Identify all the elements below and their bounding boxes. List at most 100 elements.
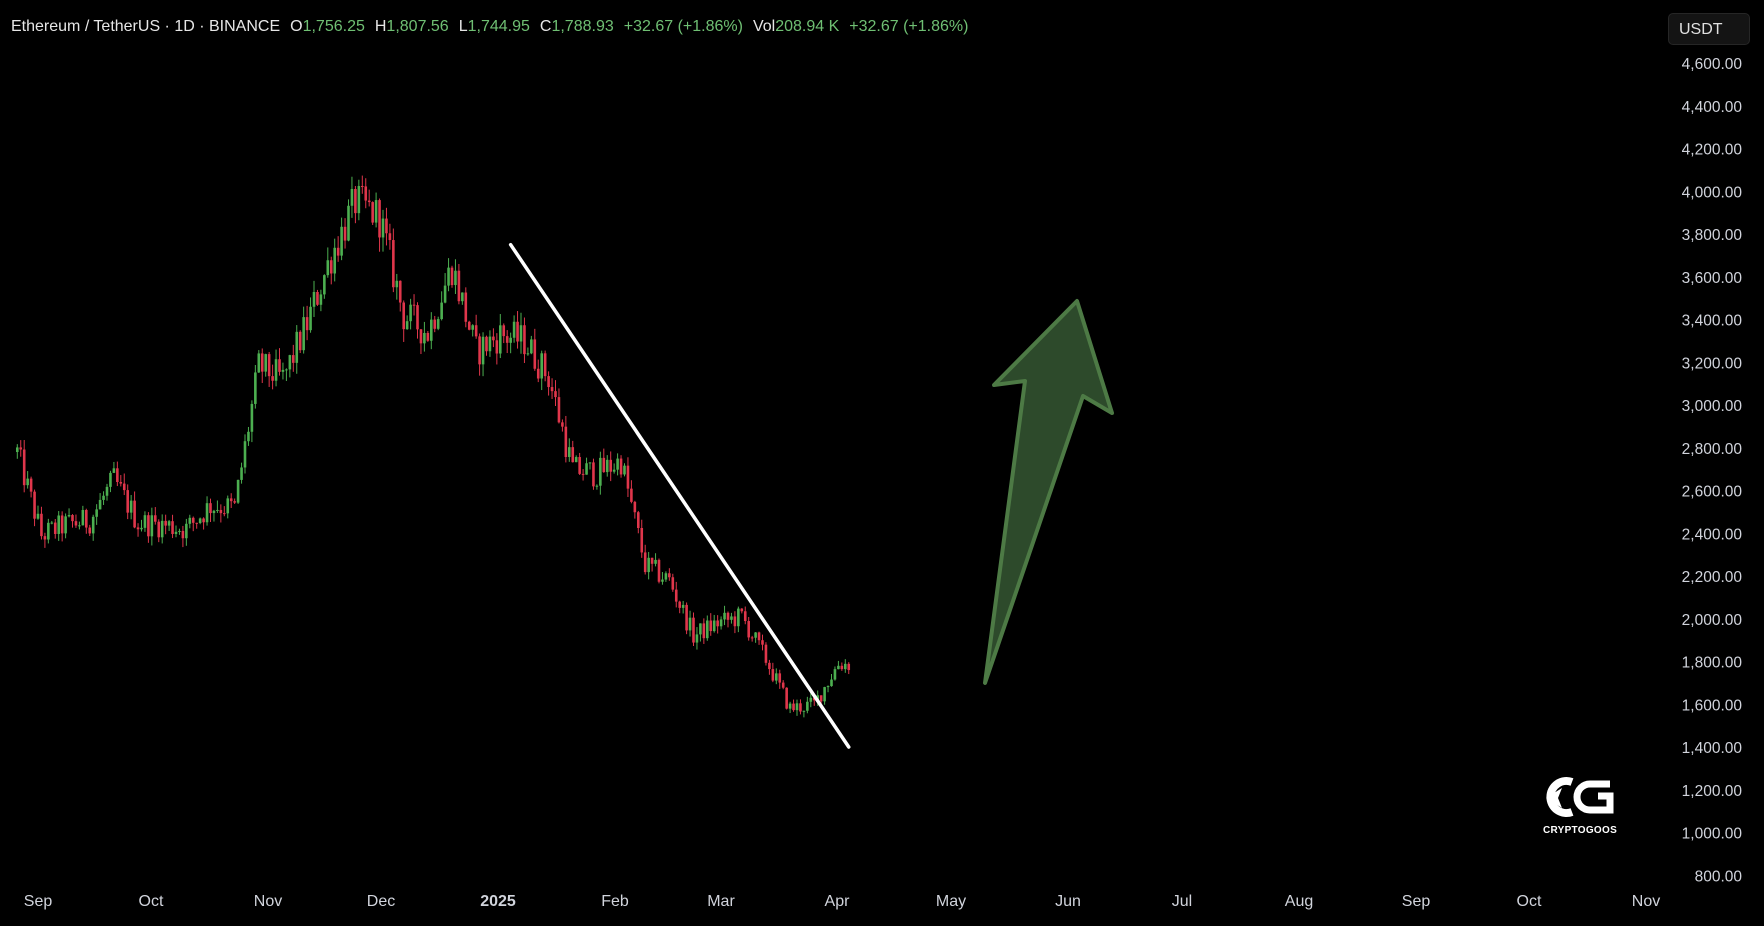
y-tick-label: 2,600.00 [1682,484,1743,501]
candle-body [550,387,554,392]
y-tick-label: 1,800.00 [1682,655,1743,672]
candle-body [678,601,681,608]
x-tick-label: Nov [1632,893,1660,910]
candle-body [619,458,623,475]
open-label: O [290,18,303,35]
candle-body [640,527,644,553]
candle-body [229,498,233,502]
ohlc-legend: Ethereum / TetherUS · 1D · BINANCE O 1,75… [11,18,978,36]
y-tick-label: 1,000.00 [1682,826,1743,843]
candle-body [340,226,343,256]
candle-body [254,372,257,404]
candle-body [699,623,702,635]
candle-body [326,260,330,276]
bullish-arrow-annotation[interactable] [983,299,1114,685]
candle-body [809,697,813,702]
candle-body [119,482,123,484]
candle-body [792,703,795,711]
candle-body [602,457,606,473]
candle-body [40,513,43,537]
candle-body [43,536,47,540]
candle-body [198,518,202,523]
candle-body [257,353,261,373]
candle-body [750,637,754,639]
candle-body [361,186,364,188]
candle-body [609,459,612,472]
candle-body [395,280,399,288]
candle-body [775,673,778,681]
candle-body [585,463,588,475]
volume-value: 208.94 K [775,18,840,35]
candle-body [98,499,102,510]
downtrend-line[interactable] [508,242,851,749]
candle-body [319,294,323,305]
candle-body [730,616,733,620]
candle-body [612,469,616,472]
candle-body [733,616,737,627]
candle-body [712,620,716,632]
candle-body [554,391,557,398]
candle-body [492,336,495,341]
candles-group [16,175,851,718]
time-axis[interactable]: Sep Oct Nov Dec 2025 Feb Mar Apr May Jun Jul Aug Sep… [24,893,1660,910]
candle-body [574,457,578,463]
candle-body [719,619,723,627]
y-tick-label: 3,600.00 [1682,270,1743,287]
candle-body [454,270,457,286]
candle-body [464,292,468,322]
candle-body [557,397,561,423]
candle-body [354,189,357,214]
candle-body [191,517,195,523]
candle-body [157,521,161,538]
candle-body [426,332,430,341]
candle-body [357,186,361,214]
candle-body [423,332,426,344]
candle-body [561,422,564,427]
candle-body [692,617,695,643]
candle-body [264,354,267,372]
low-label: L [458,18,468,35]
x-tick-label: Aug [1285,893,1313,910]
candle-body [81,509,85,526]
candle-body [285,369,288,371]
candle-body [167,521,171,526]
candle-body [388,233,392,241]
candle-body [768,662,771,670]
candle-body [623,465,626,475]
price-axis[interactable]: 4,600.00 4,400.00 4,200.00 4,000.00 3,800.00… [1682,56,1743,885]
candle-body [60,515,64,534]
candle-body [499,325,502,354]
candle-body [392,240,395,288]
y-tick-label: 2,200.00 [1682,569,1743,586]
candle-body [540,353,543,379]
candle-body [785,687,788,709]
candle-body [681,604,685,608]
candle-body [512,321,516,338]
candle-body [67,515,71,517]
candle-body [398,280,402,303]
candle-body [247,431,250,442]
candle-body [626,465,630,489]
candle-body [350,189,354,206]
candle-body [847,663,851,671]
candle-body [754,632,757,638]
candle-body [367,200,371,203]
x-tick-label: Sep [24,893,53,910]
candle-body [288,355,292,370]
currency-button[interactable]: USDT [1668,13,1750,45]
symbol-title[interactable]: Ethereum / TetherUS · 1D · BINANCE [11,18,281,35]
candle-body [664,573,668,580]
candle-body [474,325,478,337]
candle-body [50,522,54,524]
candle-body [578,457,581,474]
candle-body [29,478,33,492]
candle-body [219,509,223,514]
candle-body [688,617,692,631]
candle-body [143,515,147,528]
candle-body [302,317,305,351]
candle-body [71,515,74,522]
candle-body [716,620,719,627]
candle-body [312,291,316,307]
x-tick-label: May [936,893,966,910]
